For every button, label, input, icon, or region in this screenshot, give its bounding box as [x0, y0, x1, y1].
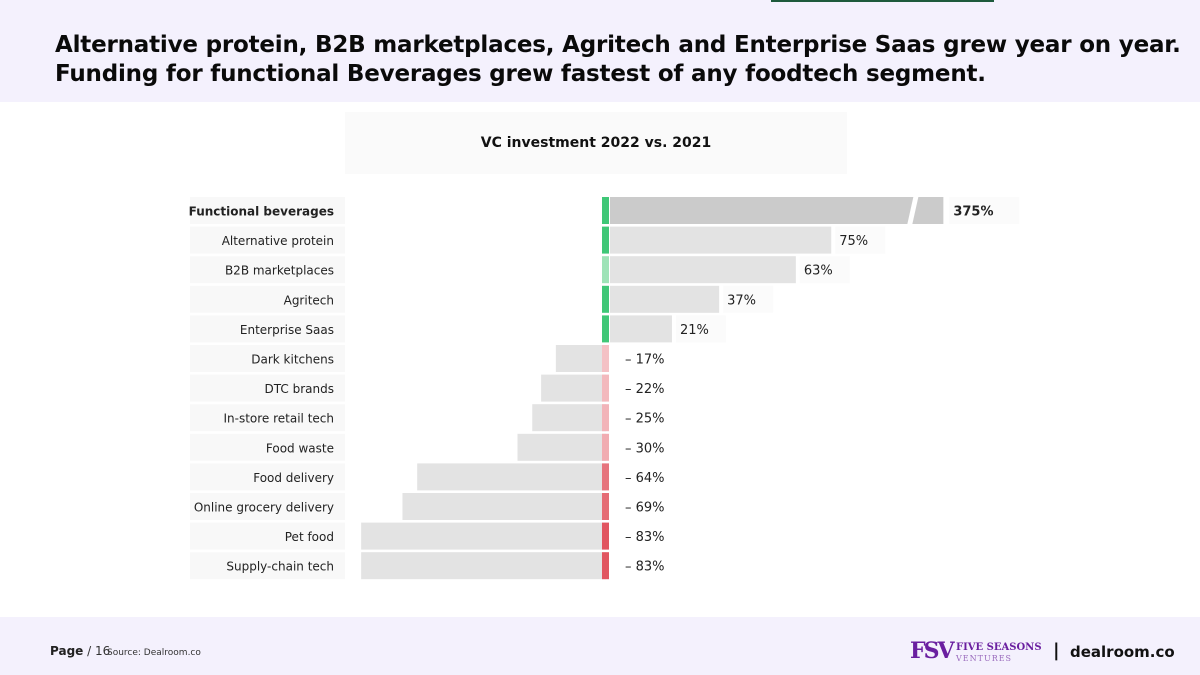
headline-line-2: Funding for functional Beverages grew fa…: [55, 61, 986, 87]
bar: [541, 374, 606, 402]
five-seasons-logo-mark: FSV: [910, 638, 955, 664]
negative-marker: [602, 374, 609, 402]
negative-marker: [602, 493, 609, 520]
category-label-bg: [190, 463, 345, 491]
negative-marker: [602, 552, 609, 580]
category-label: Food delivery: [253, 471, 334, 485]
category-label-bg: [190, 197, 345, 224]
category-label-bg: [190, 285, 345, 313]
page-label: Page: [50, 644, 84, 658]
category-label: Enterprise Saas: [240, 323, 334, 337]
value-label-bg: [949, 197, 1020, 224]
logo-separator: |: [1053, 640, 1060, 661]
category-label: Supply-chain tech: [226, 560, 334, 574]
chart-title: VC investment 2022 vs. 2021: [345, 112, 847, 174]
value-label: – 17%: [625, 353, 665, 368]
page-indicator: Page / 16: [50, 644, 110, 658]
accent-line: [771, 0, 994, 2]
value-label: – 64%: [625, 471, 665, 486]
negative-marker: [602, 404, 609, 432]
source-note: Source: Dealroom.co: [107, 648, 201, 658]
page-number: / 16: [87, 644, 111, 658]
headline: Alternative protein, B2B marketplaces, A…: [55, 31, 1181, 89]
category-label: Agritech: [284, 293, 334, 307]
value-label: 375%: [953, 205, 993, 220]
five-seasons-logo-sub: VENTURES: [956, 654, 1013, 663]
category-label: Dark kitchens: [251, 353, 334, 367]
value-label: – 83%: [625, 530, 665, 545]
category-label-bg: [190, 345, 345, 372]
category-label-bg: [190, 522, 345, 550]
negative-marker: [602, 345, 609, 372]
bar: [417, 463, 606, 491]
bar: [532, 404, 606, 432]
bar: [610, 285, 720, 313]
bar: [517, 433, 606, 461]
positive-marker: [602, 285, 609, 313]
bar: [361, 552, 606, 580]
category-label-bg: [190, 256, 345, 284]
positive-marker: [602, 315, 609, 343]
negative-marker: [602, 463, 609, 491]
bar: [610, 315, 672, 343]
header-band: [0, 0, 1200, 102]
bar: [610, 256, 796, 284]
negative-marker: [602, 522, 609, 550]
bar-chart: Functional beverages 375% Alternative prot…: [188, 197, 1020, 580]
value-label: 37%: [727, 293, 756, 308]
value-label: – 25%: [625, 412, 665, 427]
category-label: Online grocery delivery: [194, 501, 334, 515]
value-label-bg: [799, 256, 850, 284]
category-label-bg: [190, 552, 345, 580]
value-label: 21%: [680, 323, 709, 338]
category-label-bg: [190, 493, 345, 520]
axis-break-mark: [907, 197, 919, 224]
value-label: 75%: [839, 234, 868, 249]
footer-band: [0, 617, 1200, 675]
bar: [361, 522, 606, 550]
value-label: 63%: [804, 264, 833, 279]
category-label: Functional beverages: [189, 205, 334, 219]
value-label: – 30%: [625, 441, 665, 456]
headline-line-1: Alternative protein, B2B marketplaces, A…: [55, 32, 1181, 58]
category-label: DTC brands: [265, 382, 334, 396]
positive-marker: [602, 226, 609, 254]
category-label-bg: [190, 226, 345, 254]
value-label: – 22%: [625, 382, 665, 397]
category-label-bg: [190, 374, 345, 402]
category-label: Alternative protein: [222, 234, 334, 248]
negative-marker: [602, 433, 609, 461]
category-label: Food waste: [266, 441, 334, 455]
bar: [402, 493, 606, 520]
bar: [555, 345, 606, 372]
category-label-bg: [190, 404, 345, 432]
bar: [610, 197, 944, 224]
category-label-bg: [190, 433, 345, 461]
value-label: – 69%: [625, 501, 665, 516]
positive-marker: [602, 197, 609, 224]
category-label: B2B marketplaces: [225, 264, 334, 278]
category-label: In-store retail tech: [223, 412, 334, 426]
value-label-bg: [675, 315, 726, 343]
value-label-bg: [723, 285, 774, 313]
category-label: Pet food: [285, 530, 334, 544]
value-label: – 83%: [625, 560, 665, 575]
value-label-bg: [835, 226, 886, 254]
category-label-bg: [190, 315, 345, 343]
five-seasons-logo-name: FIVE SEASONS: [956, 642, 1042, 653]
positive-marker: [602, 256, 609, 284]
dealroom-logo: dealroom.co: [1070, 643, 1175, 661]
bar: [610, 226, 832, 254]
